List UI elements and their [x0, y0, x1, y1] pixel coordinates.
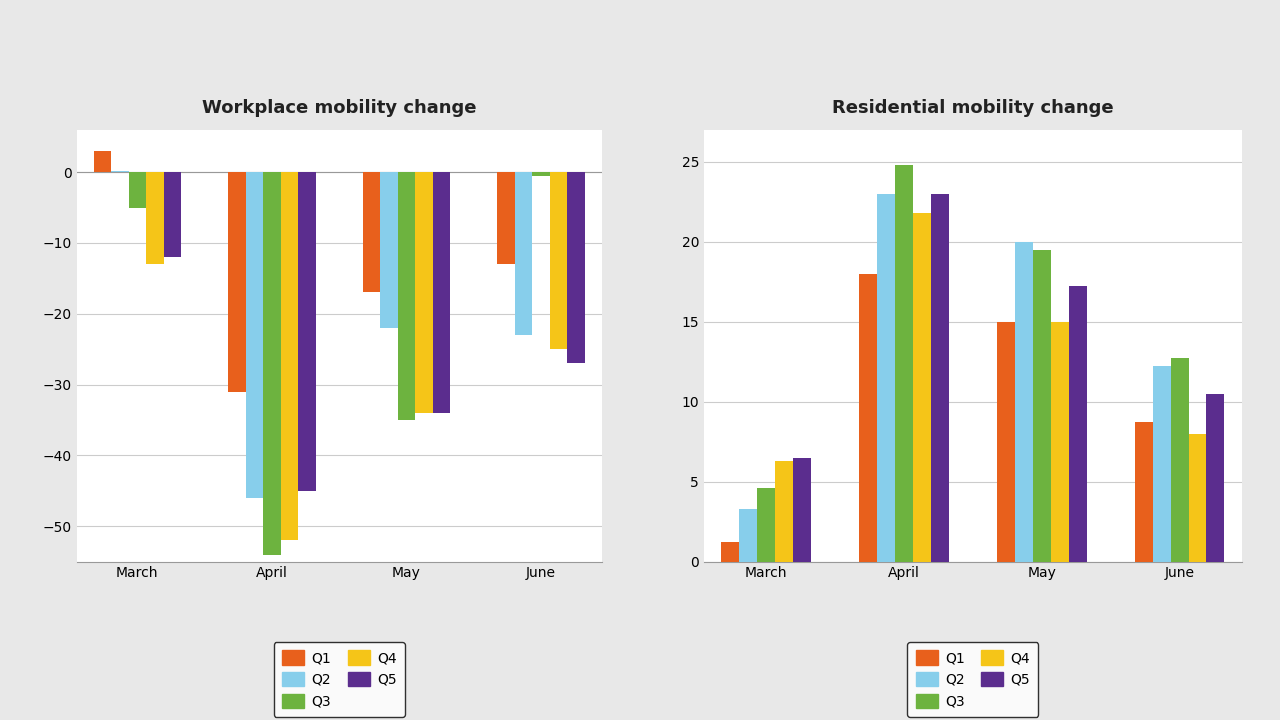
- Bar: [228, 172, 246, 392]
- Bar: [774, 461, 792, 562]
- Bar: [1069, 287, 1087, 562]
- Title: Workplace mobility change: Workplace mobility change: [202, 99, 476, 117]
- Bar: [1015, 242, 1033, 562]
- Bar: [264, 172, 280, 554]
- Bar: [877, 194, 895, 562]
- Bar: [298, 172, 316, 491]
- Bar: [398, 172, 415, 420]
- Legend: Q1, Q2, Q3, Q4, Q5: Q1, Q2, Q3, Q4, Q5: [908, 642, 1038, 717]
- Bar: [498, 172, 515, 264]
- Bar: [433, 172, 451, 413]
- Bar: [515, 172, 532, 335]
- Bar: [1207, 394, 1225, 562]
- Title: Residential mobility change: Residential mobility change: [832, 99, 1114, 117]
- Bar: [859, 274, 877, 562]
- Legend: Q1, Q2, Q3, Q4, Q5: Q1, Q2, Q3, Q4, Q5: [274, 642, 404, 717]
- Bar: [246, 172, 264, 498]
- Bar: [380, 172, 398, 328]
- Bar: [895, 165, 913, 562]
- Bar: [913, 213, 931, 562]
- Bar: [1189, 433, 1207, 562]
- Bar: [739, 509, 756, 562]
- Bar: [280, 172, 298, 540]
- Bar: [146, 172, 164, 264]
- Bar: [997, 322, 1015, 562]
- Bar: [532, 172, 550, 176]
- Bar: [756, 488, 774, 562]
- Bar: [550, 172, 567, 349]
- Bar: [1051, 322, 1069, 562]
- Bar: [93, 151, 111, 172]
- Bar: [792, 458, 810, 562]
- Bar: [111, 171, 128, 172]
- Bar: [1153, 366, 1171, 562]
- Bar: [567, 172, 585, 364]
- Bar: [415, 172, 433, 413]
- Bar: [1033, 250, 1051, 562]
- Bar: [721, 542, 739, 562]
- Bar: [164, 172, 180, 257]
- Bar: [1171, 359, 1189, 562]
- Bar: [128, 172, 146, 207]
- Bar: [1135, 423, 1153, 562]
- Bar: [931, 194, 948, 562]
- Bar: [362, 172, 380, 292]
